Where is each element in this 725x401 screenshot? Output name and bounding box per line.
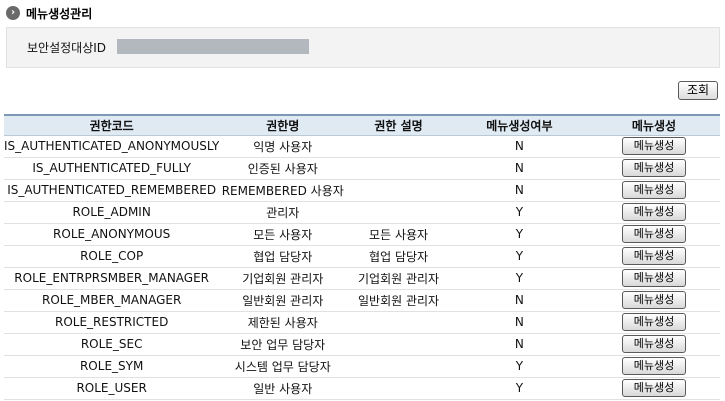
menu-created-flag-cell: N [450,179,588,202]
create-menu-button[interactable]: 메뉴생성 [621,357,686,375]
role-code-cell: ROLE_ADMIN [4,201,220,224]
role-name-cell: 기업회원 관리자 [219,267,347,290]
target-id-label: 보안설정대상ID [27,41,107,55]
table-row: ROLE_ADMIN 관리자 Y 메뉴생성 [4,201,720,224]
menu-created-flag-cell: Y [450,245,588,268]
menu-created-flag-cell: N [450,333,588,356]
role-name-cell: 익명 사용자 [219,135,347,158]
table-row: IS_AUTHENTICATED_REMEMBERED REMEMBERED 사용… [4,179,720,202]
role-menu-table: 권한코드 권한명 권한 설명 메뉴생성여부 메뉴생성 IS_AUTHENTICA… [4,114,720,400]
create-menu-button[interactable]: 메뉴생성 [621,159,686,177]
role-code-cell: ROLE_COP [4,245,220,268]
menu-created-flag-cell: Y [450,267,588,290]
role-description-cell: 일반회원 관리자 [346,289,451,312]
create-menu-cell: 메뉴생성 [587,223,720,246]
create-menu-cell: 메뉴생성 [587,267,720,290]
table-row: IS_AUTHENTICATED_FULLY 인증된 사용자 N 메뉴생성 [4,157,720,180]
menu-created-flag-cell: Y [450,201,588,224]
create-menu-button[interactable]: 메뉴생성 [621,225,686,243]
chevron-right-circle-icon: › [6,6,20,20]
search-panel: 보안설정대상ID [6,27,720,68]
role-description-cell [346,377,451,400]
column-header-code: 권한코드 [4,114,220,136]
create-menu-button[interactable]: 메뉴생성 [621,379,686,397]
role-code-cell: ROLE_SEC [4,333,220,356]
page-title: 메뉴생성관리 [26,6,93,21]
role-description-cell: 협업 담당자 [346,245,451,268]
search-button[interactable]: 조회 [678,81,718,100]
role-name-cell: 인증된 사용자 [219,157,347,180]
create-menu-cell: 메뉴생성 [587,157,720,180]
create-menu-button[interactable]: 메뉴생성 [621,137,686,155]
table-row: ROLE_COP 협업 담당자 협업 담당자 Y 메뉴생성 [4,245,720,268]
menu-created-flag-cell: N [450,157,588,180]
role-description-cell [346,355,451,378]
role-description-cell: 기업회원 관리자 [346,267,451,290]
page-header: › 메뉴생성관리 [6,4,92,22]
create-menu-cell: 메뉴생성 [587,201,720,224]
column-header-name: 권한명 [219,114,347,136]
menu-created-flag-cell: Y [450,223,588,246]
create-menu-cell: 메뉴생성 [587,289,720,312]
role-description-cell [346,135,451,158]
table-row: ROLE_RESTRICTED 제한된 사용자 N 메뉴생성 [4,311,720,334]
role-code-cell: ROLE_MBER_MANAGER [4,289,220,312]
role-name-cell: 모든 사용자 [219,223,347,246]
role-code-cell: ROLE_RESTRICTED [4,311,220,334]
create-menu-button[interactable]: 메뉴생성 [621,291,686,309]
role-description-cell [346,157,451,180]
create-menu-cell: 메뉴생성 [587,311,720,334]
role-description-cell [346,333,451,356]
menu-created-flag-cell: N [450,289,588,312]
create-menu-cell: 메뉴생성 [587,245,720,268]
column-header-menu-created: 메뉴생성여부 [450,114,588,136]
role-name-cell: 협업 담당자 [219,245,347,268]
menu-created-flag-cell: Y [450,377,588,400]
create-menu-button[interactable]: 메뉴생성 [621,313,686,331]
column-header-create-menu: 메뉴생성 [587,114,720,136]
role-code-cell: IS_AUTHENTICATED_REMEMBERED [4,179,220,202]
create-menu-cell: 메뉴생성 [587,377,720,400]
role-code-cell: IS_AUTHENTICATED_ANONYMOUSLY [4,135,220,158]
create-menu-button[interactable]: 메뉴생성 [621,247,686,265]
column-header-description: 권한 설명 [346,114,451,136]
role-name-cell: 관리자 [219,201,347,224]
role-description-cell [346,201,451,224]
role-name-cell: 일반회원 관리자 [219,289,347,312]
table-row: ROLE_USER 일반 사용자 Y 메뉴생성 [4,377,720,400]
menu-created-flag-cell: N [450,135,588,158]
create-menu-button[interactable]: 메뉴생성 [621,335,686,353]
create-menu-cell: 메뉴생성 [587,179,720,202]
create-menu-button[interactable]: 메뉴생성 [621,181,686,199]
table-row: ROLE_SEC 보안 업무 담당자 N 메뉴생성 [4,333,720,356]
role-code-cell: ROLE_USER [4,377,220,400]
create-menu-cell: 메뉴생성 [587,333,720,356]
table-row: ROLE_MBER_MANAGER 일반회원 관리자 일반회원 관리자 N 메뉴생성 [4,289,720,312]
table-row: ROLE_ANONYMOUS 모든 사용자 모든 사용자 Y 메뉴생성 [4,223,720,246]
role-name-cell: 제한된 사용자 [219,311,347,334]
role-name-cell: 일반 사용자 [219,377,347,400]
table-header-row: 권한코드 권한명 권한 설명 메뉴생성여부 메뉴생성 [4,114,720,136]
create-menu-button[interactable]: 메뉴생성 [621,203,686,221]
menu-created-flag-cell: N [450,311,588,334]
role-name-cell: REMEMBERED 사용자 [219,179,347,202]
role-name-cell: 보안 업무 담당자 [219,333,347,356]
create-menu-cell: 메뉴생성 [587,135,720,158]
role-description-cell: 모든 사용자 [346,223,451,246]
role-code-cell: ROLE_ENTRPRSMBER_MANAGER [4,267,220,290]
role-code-cell: ROLE_SYM [4,355,220,378]
role-code-cell: IS_AUTHENTICATED_FULLY [4,157,220,180]
table-body: IS_AUTHENTICATED_ANONYMOUSLY 익명 사용자 N 메뉴생성 I… [4,135,720,400]
create-menu-cell: 메뉴생성 [587,355,720,378]
table-row: ROLE_ENTRPRSMBER_MANAGER 기업회원 관리자 기업회원 관리자… [4,267,720,290]
role-description-cell [346,311,451,334]
target-id-input[interactable] [117,39,309,54]
role-name-cell: 시스템 업무 담당자 [219,355,347,378]
role-description-cell [346,179,451,202]
menu-created-flag-cell: Y [450,355,588,378]
table-row: IS_AUTHENTICATED_ANONYMOUSLY 익명 사용자 N 메뉴생성 [4,135,720,158]
role-code-cell: ROLE_ANONYMOUS [4,223,220,246]
create-menu-button[interactable]: 메뉴생성 [621,269,686,287]
table-row: ROLE_SYM 시스템 업무 담당자 Y 메뉴생성 [4,355,720,378]
